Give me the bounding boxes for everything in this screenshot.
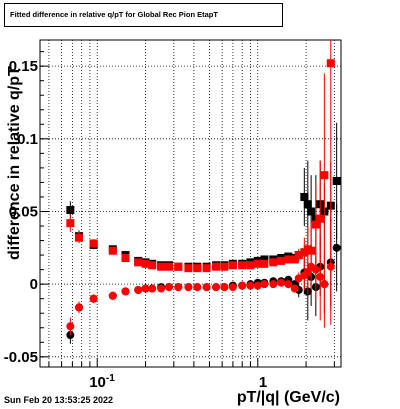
data-point xyxy=(202,264,211,273)
data-point xyxy=(326,59,335,68)
data-point xyxy=(148,284,157,293)
data-point xyxy=(246,261,255,270)
data-point xyxy=(148,261,157,270)
data-marks xyxy=(66,40,341,344)
data-point xyxy=(202,283,211,292)
data-point xyxy=(220,262,229,271)
data-point xyxy=(121,254,130,262)
axis-ticks xyxy=(40,51,335,367)
data-point xyxy=(253,281,262,290)
data-point xyxy=(66,206,75,215)
y-tick-label: 0 xyxy=(30,276,38,293)
data-point xyxy=(174,262,183,271)
data-point xyxy=(303,268,312,277)
plot-frame xyxy=(39,39,342,368)
data-point xyxy=(253,259,262,268)
data-point xyxy=(75,233,84,242)
data-point xyxy=(277,256,286,265)
data-point xyxy=(108,246,117,255)
y-tick-label: 0.1 xyxy=(17,131,38,148)
data-point xyxy=(121,287,130,296)
data-point xyxy=(332,176,341,185)
data-point xyxy=(290,255,299,264)
data-point xyxy=(311,220,320,229)
data-point xyxy=(184,283,193,292)
data-point xyxy=(303,200,312,209)
data-point xyxy=(228,261,237,270)
y-tick-label: 0.15 xyxy=(9,58,38,75)
data-point xyxy=(220,283,229,292)
y-axis-label: difference in relative q/pT xyxy=(6,66,23,260)
x-axis-label: pT/|q| (GeV/c) xyxy=(236,389,340,406)
data-point xyxy=(284,280,293,289)
data-point xyxy=(290,284,299,293)
chart-title: Fitted difference in relative q/pT for G… xyxy=(4,3,283,27)
data-point xyxy=(134,285,143,294)
data-point xyxy=(165,262,174,271)
data-point xyxy=(89,239,98,248)
y-tick-label: 0.05 xyxy=(9,203,38,220)
data-point xyxy=(184,264,193,273)
data-point xyxy=(320,171,329,180)
data-point xyxy=(326,262,335,271)
data-point xyxy=(260,280,269,289)
x-tick-label-0-1: 10-1 xyxy=(89,373,115,391)
data-point xyxy=(284,255,293,264)
data-point xyxy=(320,280,329,289)
data-point xyxy=(300,192,309,201)
data-point xyxy=(311,265,320,274)
data-point xyxy=(277,278,286,287)
data-point xyxy=(212,262,221,271)
y-tick-labels: -0.05 0 0.05 0.1 0.15 xyxy=(4,58,38,366)
data-point xyxy=(174,283,183,292)
data-point xyxy=(89,294,98,303)
x-tick-label-1: 1 xyxy=(259,374,267,391)
data-point xyxy=(307,207,316,216)
data-point xyxy=(238,261,247,270)
data-point xyxy=(108,291,117,300)
series-3 xyxy=(66,208,335,336)
datestamp: Sun Feb 20 13:53:25 2022 xyxy=(4,395,114,405)
data-point xyxy=(66,219,75,228)
y-tick-label: -0.05 xyxy=(4,349,38,366)
data-point xyxy=(66,322,75,331)
data-point xyxy=(316,214,325,223)
data-point xyxy=(165,283,174,292)
data-point xyxy=(269,258,278,267)
data-point xyxy=(141,259,150,268)
data-point xyxy=(157,262,166,271)
data-point xyxy=(157,284,166,293)
data-point xyxy=(228,283,237,292)
data-point xyxy=(134,258,143,267)
data-point xyxy=(193,283,202,292)
data-point xyxy=(316,272,325,281)
data-point xyxy=(75,303,84,312)
data-point xyxy=(269,280,278,289)
data-point xyxy=(260,255,269,264)
data-point xyxy=(260,259,269,268)
data-point xyxy=(193,264,202,273)
data-point xyxy=(238,281,247,290)
data-point xyxy=(141,284,150,293)
data-point xyxy=(212,283,221,292)
data-point xyxy=(246,281,255,290)
data-point xyxy=(332,243,341,252)
data-point xyxy=(294,251,303,260)
